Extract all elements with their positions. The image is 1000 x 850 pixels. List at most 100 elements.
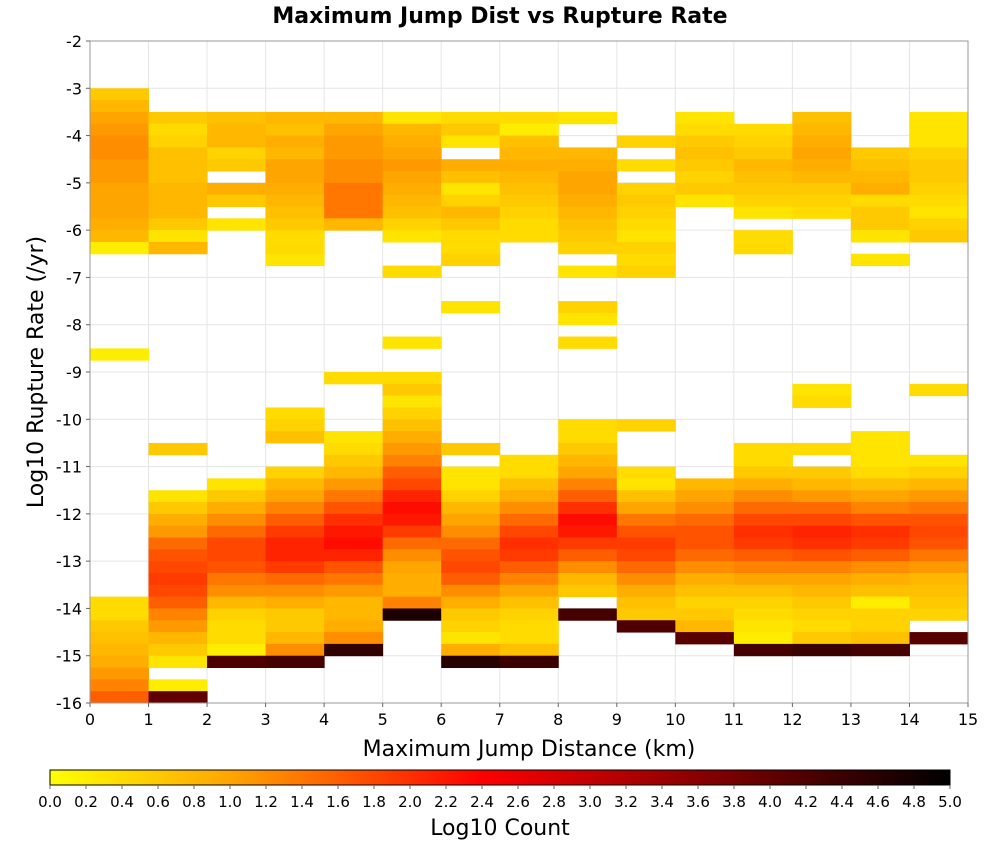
heatmap-cell bbox=[441, 478, 501, 491]
heatmap-cell bbox=[265, 643, 325, 657]
heatmap-cell bbox=[148, 549, 208, 562]
heatmap-cell bbox=[382, 596, 442, 609]
heatmap-cell bbox=[792, 490, 852, 503]
heatmap-cell bbox=[324, 431, 384, 444]
heatmap-cell bbox=[792, 111, 852, 125]
heatmap-cell bbox=[90, 596, 150, 609]
heatmap-cell bbox=[616, 253, 676, 267]
heatmap-cell bbox=[675, 171, 735, 184]
heatmap-cell bbox=[441, 549, 501, 562]
heatmap-cell bbox=[616, 419, 676, 432]
heatmap-cell bbox=[90, 100, 150, 113]
heatmap-cell bbox=[792, 383, 852, 397]
heatmap-cell bbox=[909, 182, 969, 196]
heatmap-cell bbox=[675, 478, 735, 491]
x-tick-label: 8 bbox=[553, 710, 563, 729]
heatmap-cell bbox=[382, 584, 442, 598]
heatmap-cell bbox=[499, 584, 559, 598]
heatmap-cell bbox=[909, 502, 969, 515]
x-axis-ticks: 0 1 2 3 4 5 6 7 8 9 10 11 12 13 14 15 bbox=[85, 703, 978, 729]
heatmap-cell bbox=[207, 584, 267, 598]
heatmap-cell bbox=[909, 490, 969, 503]
heatmap-cell bbox=[792, 513, 852, 527]
heatmap-cell bbox=[265, 431, 325, 444]
colorbar-tick-label: 0.4 bbox=[110, 793, 134, 811]
heatmap-cell bbox=[792, 596, 852, 609]
x-tick-label: 9 bbox=[612, 710, 622, 729]
heatmap-cell bbox=[616, 584, 676, 598]
colorbar-tick-label: 1.0 bbox=[218, 793, 242, 811]
heatmap-cell bbox=[909, 608, 969, 621]
heatmap-cell bbox=[733, 478, 793, 491]
heatmap-cell bbox=[909, 549, 969, 562]
heatmap-cell bbox=[207, 620, 267, 633]
heatmap-cell bbox=[265, 147, 325, 160]
heatmap-cell bbox=[499, 596, 559, 609]
colorbar-tick-label: 3.6 bbox=[686, 793, 710, 811]
colorbar-tick-label: 2.6 bbox=[506, 793, 530, 811]
x-tick-label: 10 bbox=[665, 710, 685, 729]
x-tick-label: 13 bbox=[841, 710, 861, 729]
heatmap-cell bbox=[441, 620, 501, 633]
heatmap-cell bbox=[733, 194, 793, 207]
heatmap-cell bbox=[324, 478, 384, 491]
heatmap-cell bbox=[324, 159, 384, 172]
heatmap-cell bbox=[616, 620, 676, 633]
heatmap-cell bbox=[148, 230, 208, 243]
heatmap-cell bbox=[441, 655, 501, 669]
heatmap-cell bbox=[850, 572, 910, 586]
heatmap-cell bbox=[148, 632, 208, 645]
heatmap-cell bbox=[558, 194, 618, 207]
heatmap-cell bbox=[324, 454, 384, 468]
heatmap-cell bbox=[792, 561, 852, 574]
heatmap-cell bbox=[499, 454, 559, 468]
colorbar-tick-label: 4.8 bbox=[902, 793, 926, 811]
heatmap-cell bbox=[733, 123, 793, 137]
heatmap-cell bbox=[382, 147, 442, 160]
heatmap-cell bbox=[90, 206, 150, 219]
heatmap-cell bbox=[324, 194, 384, 207]
heatmap-cell bbox=[616, 135, 676, 148]
heatmap-cell bbox=[207, 502, 267, 515]
heatmap-cell bbox=[382, 123, 442, 137]
heatmap-cell bbox=[499, 608, 559, 621]
heatmap-cell bbox=[850, 478, 910, 491]
heatmap-cell bbox=[675, 123, 735, 137]
heatmap-cell bbox=[675, 620, 735, 633]
heatmap-cell bbox=[90, 632, 150, 645]
heatmap-cell bbox=[792, 537, 852, 550]
heatmap-cell bbox=[441, 466, 501, 479]
heatmap-cell bbox=[733, 632, 793, 645]
heatmap-cell bbox=[265, 171, 325, 184]
colorbar-tick-label: 3.2 bbox=[614, 793, 638, 811]
heatmap-cell bbox=[850, 431, 910, 444]
heatmap-cell bbox=[850, 147, 910, 160]
y-tick-label: -2 bbox=[66, 32, 82, 51]
heatmap-cell bbox=[850, 182, 910, 196]
heatmap-cell bbox=[207, 537, 267, 550]
colorbar-ticks: 0.0 0.2 0.4 0.6 0.8 1.0 1.2 1.4 1.6 1.8 2.0 2.2 2.4 2… bbox=[38, 785, 962, 811]
colorbar-tick-label: 4.4 bbox=[830, 793, 854, 811]
heatmap-cell bbox=[207, 490, 267, 503]
heatmap-cell bbox=[733, 182, 793, 196]
heatmap-cell bbox=[909, 147, 969, 160]
heatmap-cell bbox=[499, 549, 559, 562]
heatmap-cell bbox=[382, 478, 442, 491]
heatmap-cell bbox=[616, 478, 676, 491]
colorbar-tick-label: 2.8 bbox=[542, 793, 566, 811]
heatmap-cell bbox=[148, 572, 208, 586]
heatmap-cell bbox=[909, 123, 969, 137]
heatmap-cell bbox=[148, 525, 208, 538]
heatmap-cells bbox=[90, 88, 969, 704]
heatmap-cell bbox=[207, 561, 267, 574]
heatmap-cell bbox=[616, 537, 676, 550]
heatmap-cell bbox=[792, 147, 852, 160]
heatmap-cell bbox=[792, 572, 852, 586]
heatmap-cell bbox=[207, 655, 267, 669]
heatmap-cell bbox=[265, 537, 325, 550]
heatmap-cell bbox=[616, 513, 676, 527]
heatmap-cell bbox=[850, 549, 910, 562]
heatmap-cell bbox=[558, 241, 618, 255]
heatmap-cell bbox=[792, 182, 852, 196]
heatmap-cell bbox=[265, 206, 325, 219]
